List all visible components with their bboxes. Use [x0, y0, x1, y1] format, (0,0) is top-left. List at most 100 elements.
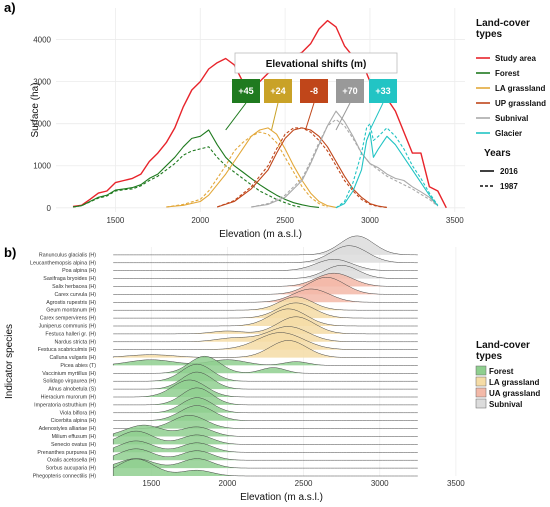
shift-connector — [271, 102, 279, 131]
legend-label: LA grassland — [495, 84, 545, 93]
legend-swatch — [475, 398, 487, 409]
legend-label: Glacier — [495, 129, 522, 138]
species-ridge — [113, 308, 418, 327]
shift-badge-value: -8 — [310, 86, 318, 96]
panel-b-legend-title: types — [476, 351, 503, 362]
panel-a-x-tick-label: 3000 — [361, 216, 379, 225]
panel-a-y-tick-label: 1000 — [33, 162, 51, 171]
series-line-up-grassland-1987 — [217, 127, 387, 208]
panel-a-y-tick-label: 0 — [47, 204, 52, 213]
years-legend-label: 1987 — [500, 182, 518, 191]
series-line-la-grassland-2016 — [166, 127, 337, 208]
panel-b-label: b) — [4, 245, 16, 260]
series-line-forest-2016 — [72, 129, 320, 208]
legend-label: Forest — [489, 367, 514, 376]
panel-b-x-tick-label: 3000 — [371, 479, 389, 488]
species-label: Milium effusum (H) — [52, 434, 97, 440]
panel-b-x-tick-label: 1500 — [142, 479, 160, 488]
species-ridge — [113, 302, 418, 319]
series-line-up-grassland-2016 — [217, 127, 387, 208]
species-label: Hieracium murorum (H) — [41, 395, 97, 401]
species-label: Viola biflora (H) — [60, 410, 97, 416]
legend-label: Study area — [495, 54, 536, 63]
series-line-glacier-1987 — [335, 123, 439, 209]
shift-badge — [300, 79, 328, 103]
species-label: Nardus stricta (H) — [55, 339, 97, 345]
species-ridge — [113, 316, 418, 335]
shift-connector — [304, 102, 315, 131]
species-ridge — [112, 448, 418, 461]
species-label: Poa alpina (H) — [62, 268, 96, 274]
series-line-forest-1987 — [72, 146, 303, 208]
species-ridge — [113, 288, 418, 303]
shift-badge — [336, 79, 364, 103]
species-label: Vaccinium myrtillus (H) — [42, 371, 96, 377]
species-label: Solidago virgaurea (H) — [43, 379, 96, 385]
panel-a-x-tick-label: 1500 — [106, 216, 124, 225]
species-label: Geum montanum (H) — [46, 308, 96, 314]
panel-a-legend-title: types — [476, 29, 503, 40]
species-ridge — [112, 458, 418, 469]
elevational-shifts-box — [234, 52, 398, 74]
legend-swatch — [475, 376, 487, 387]
panel-b-y-axis-title: Indicator species — [4, 324, 15, 399]
species-label: Alnus alnobetula (S) — [48, 387, 96, 393]
panel-a-x-tick-label: 2000 — [191, 216, 209, 225]
shift-badge — [264, 79, 292, 103]
species-label: Juniperus communis (H) — [39, 323, 97, 329]
panel-a-x-axis-title: Elevation (m a.s.l.) — [219, 229, 302, 240]
legend-label: Subnival — [495, 114, 528, 123]
species-ridge — [113, 277, 418, 295]
species-ridge — [113, 296, 418, 311]
series-line-glacier-2016 — [335, 131, 439, 209]
legend-swatch — [475, 365, 487, 376]
species-ridge — [113, 245, 418, 264]
legend-label: Subnival — [489, 400, 522, 409]
species-label: Prenanthes purpurea (H) — [37, 450, 96, 456]
species-ridge — [112, 430, 418, 445]
legend-label: LA grassland — [489, 378, 539, 387]
elevational-shifts-title: Elevational shifts (m) — [266, 59, 367, 70]
panel-a-legend-title: Land-cover — [476, 18, 530, 29]
species-label: Oxalis acetosella (H) — [47, 458, 96, 464]
species-ridge — [113, 326, 418, 343]
shift-connector — [335, 102, 351, 131]
species-label: Calluna vulgaris (H) — [49, 355, 96, 361]
species-label: Saxifraga bryoides (H) — [43, 276, 96, 282]
years-legend-title: Years — [484, 148, 511, 159]
species-label: Picea abies (T) — [60, 363, 96, 369]
panel-b-x-tick-label: 2500 — [295, 479, 313, 488]
species-ridge — [113, 332, 418, 350]
shift-connector — [225, 102, 247, 131]
species-label: Salix herbacea (H) — [52, 284, 96, 290]
species-label: Carex curvula (H) — [54, 292, 96, 298]
legend-label: UA grassland — [489, 389, 540, 398]
shift-badge-value: +33 — [375, 86, 390, 96]
panel-a-chart: 1500 2000 2500 3000 3500 0 1000 2000 3000 4000 Ele… — [30, 8, 546, 240]
species-ridge — [112, 424, 418, 437]
species-label: Agrostis rupestris (H) — [46, 300, 96, 306]
panel-b-legend-title: Land-cover — [476, 340, 530, 351]
panel-b-x-axis-title: Elevation (m a.s.l.) — [240, 492, 323, 503]
shift-badge — [369, 79, 397, 103]
panel-a-y-tick-label: 4000 — [33, 36, 51, 45]
panel-b-x-tick-label: 3500 — [447, 479, 465, 488]
species-label: Adenostyles alliariae (H) — [39, 426, 97, 432]
species-label: Ranunculus glacialis (H) — [39, 252, 96, 258]
panel-a-x-tick-label: 3500 — [446, 216, 464, 225]
species-label: Senecio ovatus (H) — [51, 442, 96, 448]
panel-a-x-tick-label: 2500 — [276, 216, 294, 225]
panel-b-x-tick-label: 2000 — [219, 479, 237, 488]
panel-a-y-tick-label: 2000 — [33, 120, 51, 129]
legend-label: Forest — [495, 69, 520, 78]
species-label: Phegopteris connectilis (H) — [33, 474, 97, 480]
species-ridge — [113, 415, 418, 429]
legend-label: UP grassland — [495, 99, 546, 108]
series-line-la-grassland-1987 — [166, 131, 328, 208]
legend-swatch — [475, 387, 487, 398]
shift-badge-value: +70 — [342, 86, 357, 96]
species-label: Imperatoria ostruthium (H) — [34, 402, 96, 408]
species-ridge — [112, 440, 418, 453]
shift-badge — [232, 79, 260, 103]
